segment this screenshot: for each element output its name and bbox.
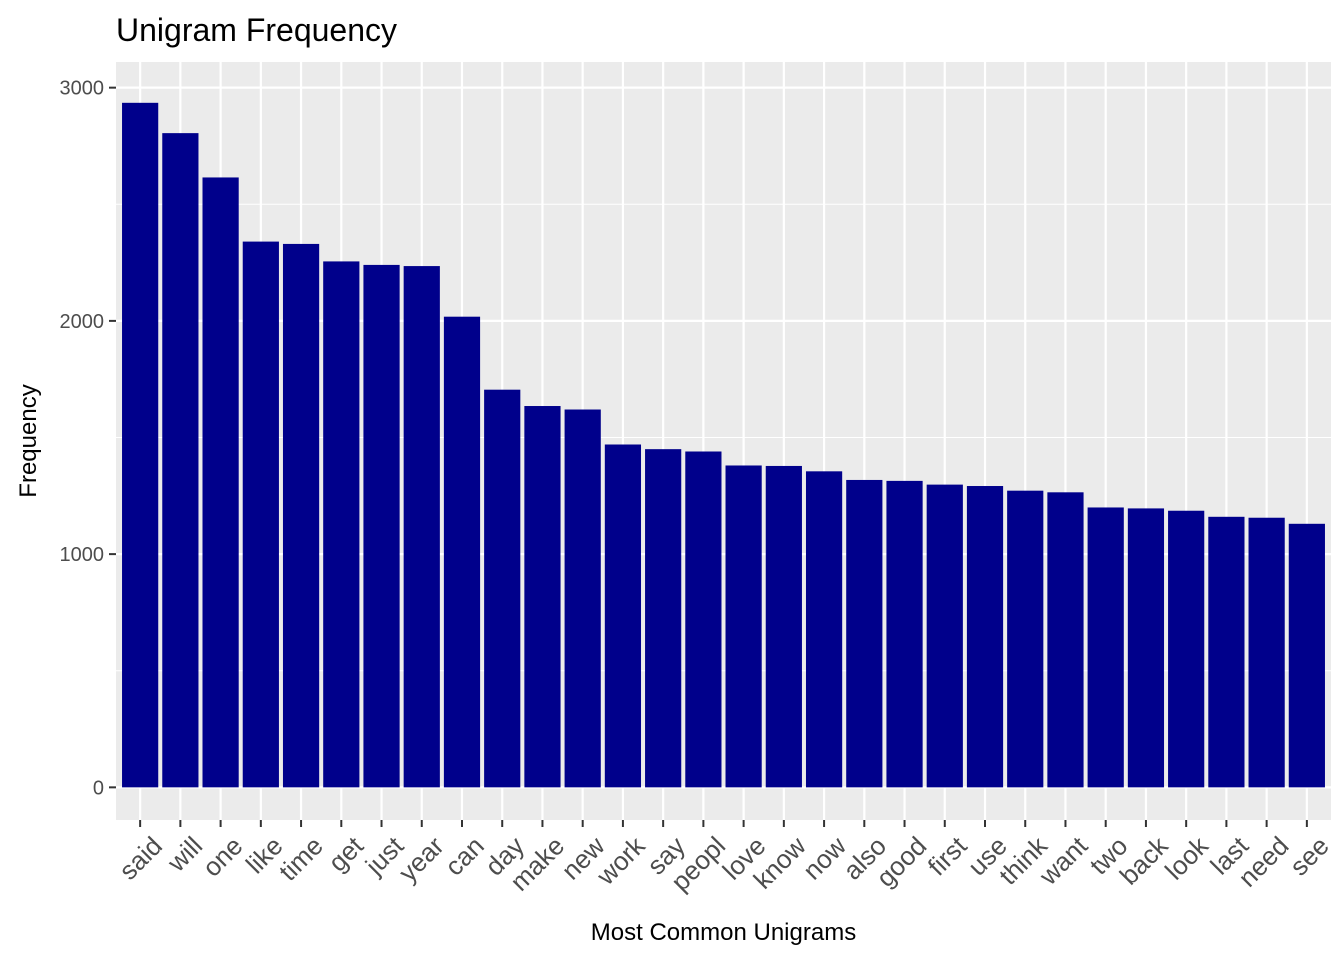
bar-good xyxy=(886,480,923,788)
bar-first xyxy=(926,484,963,788)
bar-new xyxy=(564,409,601,788)
bar-know xyxy=(765,465,802,788)
bar-like xyxy=(242,241,279,788)
bar-need xyxy=(1248,517,1285,788)
x-tick-label: time xyxy=(273,831,329,887)
y-tick-label: 3000 xyxy=(60,78,105,100)
bar-back xyxy=(1127,508,1165,788)
bar-just xyxy=(363,264,400,788)
bar-one xyxy=(202,177,239,788)
bar-use xyxy=(966,486,1004,788)
y-tick-label: 1000 xyxy=(60,544,105,566)
x-axis: saidwilloneliketimegetjustyearcandaymake… xyxy=(113,820,1335,897)
bar-can xyxy=(443,316,481,788)
bar-time xyxy=(282,243,320,788)
bar-now xyxy=(805,471,843,788)
bar-make xyxy=(524,406,561,788)
bar-look xyxy=(1168,510,1205,788)
bar-think xyxy=(1007,490,1044,788)
x-tick-label: said xyxy=(113,831,168,886)
bar-day xyxy=(484,389,521,788)
bar-love xyxy=(725,465,762,788)
bar-will xyxy=(162,133,199,788)
bar-want xyxy=(1047,492,1084,788)
x-tick-label: will xyxy=(161,831,208,878)
x-tick-label: see xyxy=(1284,831,1335,882)
bar-last xyxy=(1208,516,1245,788)
x-axis-title: Most Common Unigrams xyxy=(591,919,856,946)
bar-see xyxy=(1288,523,1325,788)
y-tick-label: 2000 xyxy=(60,311,105,333)
y-axis: 0 1000 2000 3000 xyxy=(60,78,116,799)
bar-said xyxy=(122,102,159,788)
bar-get xyxy=(323,261,360,788)
bar-say xyxy=(645,449,682,788)
y-tick-label: 0 xyxy=(93,777,104,799)
bar-peopl xyxy=(685,451,722,788)
bar-year xyxy=(403,266,440,788)
bars xyxy=(122,102,1325,788)
bar-also xyxy=(846,479,883,788)
x-tick-label: get xyxy=(322,830,369,877)
bar-work xyxy=(604,444,642,788)
bar-two xyxy=(1087,507,1124,788)
chart-title: Unigram Frequency xyxy=(116,12,397,48)
y-axis-title: Frequency xyxy=(15,384,42,497)
